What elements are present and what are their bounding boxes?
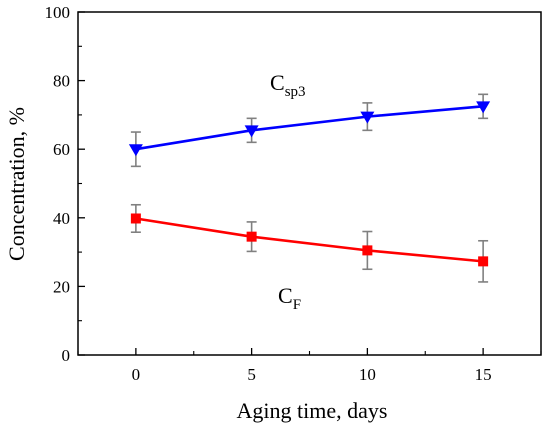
- y-tick-label-100: 100: [45, 3, 71, 22]
- plot-frame: [77, 11, 542, 356]
- series-label-csp3-sub: sp3: [285, 84, 306, 100]
- y-tick-label-40: 40: [53, 209, 70, 228]
- marker-cf-3: [478, 256, 489, 267]
- marker-csp3-0: [128, 144, 143, 157]
- marker-csp3-1: [244, 125, 259, 138]
- series-label-cf-main: C: [278, 283, 293, 308]
- marker-cf-0: [130, 213, 141, 224]
- series-label-csp3-main: C: [270, 70, 285, 95]
- x-tick-label-0: 0: [132, 365, 141, 384]
- x-tick-label-5: 5: [247, 365, 256, 384]
- y-tick-label-60: 60: [53, 140, 70, 159]
- marker-csp3-3: [476, 101, 491, 114]
- marker-csp3-2: [360, 111, 375, 124]
- series-line-csp3: [135, 105, 484, 151]
- axis-ticks: 0 20 40 60 80 100 0 5 10 15: [45, 3, 542, 384]
- y-tick-label-80: 80: [53, 72, 70, 91]
- series-markers: [128, 101, 491, 267]
- series-lines: [135, 105, 484, 263]
- series-label-cf: CF: [278, 283, 301, 313]
- series-label-csp3: Csp3: [270, 70, 306, 100]
- y-tick-label-20: 20: [53, 277, 70, 296]
- marker-cf-1: [246, 231, 257, 242]
- y-tick-label-0: 0: [62, 346, 71, 365]
- x-tick-label-10: 10: [359, 365, 376, 384]
- marker-cf-2: [362, 245, 373, 256]
- series-line-cf: [135, 217, 484, 263]
- series-label-cf-sub: F: [293, 297, 301, 313]
- x-axis-title: Aging time, days: [237, 398, 388, 423]
- y-axis-title: Concentration, %: [4, 107, 29, 261]
- x-tick-label-15: 15: [475, 365, 492, 384]
